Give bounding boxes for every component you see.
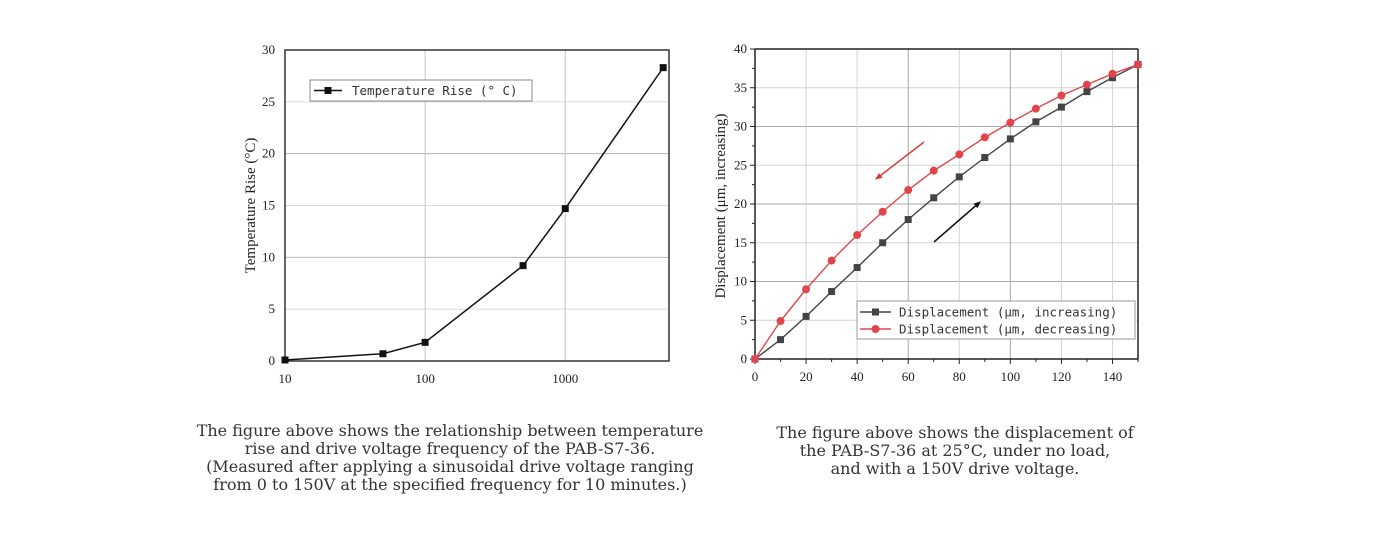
legend-label: Displacement (μm, increasing) (899, 305, 1117, 320)
x-tick-label: 100 (415, 371, 435, 386)
y-tick-label: 0 (269, 353, 276, 368)
temperature-rise-chart: 0 5 10 15 20 25 30 10 100 1000 Temperature Rise (°… (243, 42, 670, 386)
data-point (955, 150, 964, 159)
caption-left-line: The figure above shows the relationship … (196, 421, 704, 440)
caption-left-line: from 0 to 150V at the specified frequenc… (213, 475, 687, 494)
caption-right-line: and with a 150V drive voltage. (830, 459, 1080, 478)
y-tick-label: 15 (734, 235, 747, 250)
data-point (879, 239, 887, 247)
y-tick-label: 15 (262, 198, 275, 213)
x-tick-label: 80 (953, 369, 966, 384)
y-tick-label: 5 (741, 312, 748, 327)
x-tick-label: 1000 (552, 371, 578, 386)
y-tick-label: 30 (734, 119, 747, 134)
data-point (1082, 80, 1091, 89)
data-point (802, 285, 811, 294)
data-point (981, 154, 989, 161)
decreasing-arrow (875, 141, 925, 180)
y-tick-label: 30 (262, 42, 275, 57)
series-line (284, 67, 664, 361)
data-point (878, 207, 887, 216)
data-point (379, 350, 387, 358)
x-tick-label: 60 (902, 369, 915, 384)
data-point (1083, 88, 1091, 96)
x-tick-label: 40 (851, 369, 864, 384)
legend-label: Displacement (μm, decreasing) (899, 322, 1117, 337)
data-point (751, 355, 759, 363)
legend: Displacement (μm, increasing) Displacemen… (856, 300, 1136, 340)
data-point (955, 173, 963, 181)
legend-swatch-marker (871, 325, 880, 333)
data-point (1006, 135, 1014, 143)
x-tick-label: 10 (279, 371, 292, 386)
legend-swatch-marker (324, 87, 332, 94)
x-tick-label: 20 (800, 369, 813, 384)
data-point (776, 317, 785, 326)
data-point (281, 356, 289, 364)
y-tick-label: 20 (262, 146, 275, 161)
y-axis-title: Temperature Rise (°C) (243, 138, 259, 274)
y-tick-label: 25 (734, 157, 747, 172)
data-point (777, 336, 785, 344)
data-point (828, 288, 836, 296)
displacement-chart: 0 5 10 15 20 25 30 35 40 0 20 40 60 80 100 120 140 Displa… (713, 41, 1142, 384)
data-point (802, 312, 810, 320)
legend-label: Temperature Rise (° C) (352, 83, 518, 98)
legend-swatch-marker (872, 308, 879, 316)
y-axis-title: Displacement (μm, increasing) (713, 113, 729, 298)
y-tick-label: 10 (734, 274, 747, 289)
y-tick-label: 35 (734, 80, 747, 95)
series-line (754, 63, 1139, 360)
legend-box (309, 79, 533, 102)
data-point (853, 264, 861, 272)
data-point (1057, 91, 1066, 100)
caption-left-line: rise and drive voltage frequency of the … (244, 439, 656, 458)
data-point (980, 133, 989, 142)
y-tick-label: 20 (734, 196, 747, 211)
data-point (853, 231, 862, 239)
caption-right-line: The figure above shows the displacement … (776, 423, 1134, 442)
legend-box (856, 300, 1136, 340)
data-point (1134, 60, 1142, 69)
data-point (1006, 118, 1015, 127)
data-point (561, 205, 569, 213)
data-point (1108, 69, 1117, 78)
caption-right-line: the PAB-S7-36 at 25°C, under no load, (799, 441, 1111, 460)
caption-left-line: (Measured after applying a sinusoidal dr… (206, 457, 694, 476)
data-point (659, 64, 667, 72)
x-tick-label: 120 (1052, 369, 1072, 384)
data-point (1057, 103, 1065, 111)
data-point (904, 216, 912, 223)
data-point (1032, 118, 1040, 126)
x-tick-label: 100 (1001, 369, 1021, 384)
data-point (827, 256, 836, 265)
x-tick-label: 0 (752, 369, 759, 384)
data-point (929, 166, 938, 175)
legend: Temperature Rise (° C) (309, 79, 533, 102)
data-point (1031, 104, 1040, 113)
plot-frame (284, 49, 670, 362)
x-tick-label: 140 (1103, 369, 1123, 384)
data-point (930, 194, 938, 202)
data-point (421, 338, 429, 346)
caption-right: The figure above shows the displacement … (755, 424, 1155, 478)
data-point (519, 262, 527, 270)
increasing-arrow (933, 201, 981, 243)
data-point (904, 186, 913, 195)
y-tick-label: 5 (269, 301, 276, 316)
y-tick-label: 25 (262, 94, 275, 109)
y-tick-label: 0 (741, 351, 748, 366)
y-tick-label: 10 (262, 249, 275, 264)
series-line (754, 63, 1139, 360)
caption-left: The figure above shows the relationship … (150, 422, 750, 494)
y-tick-label: 40 (734, 41, 747, 56)
